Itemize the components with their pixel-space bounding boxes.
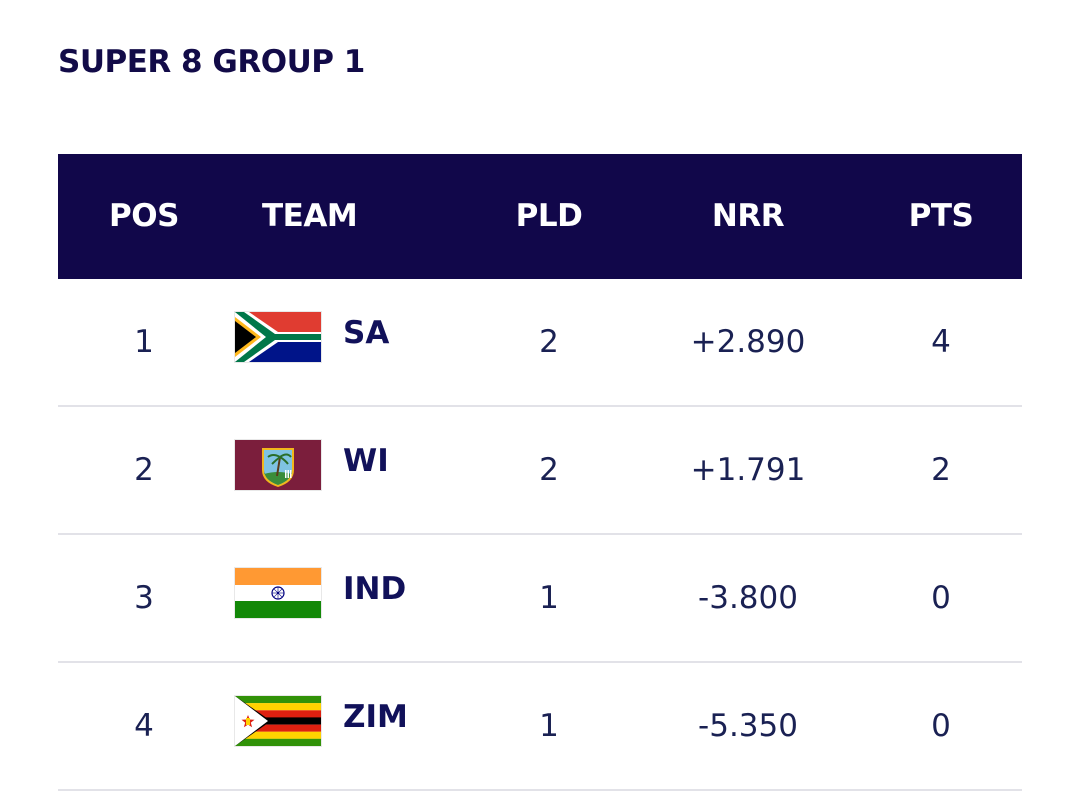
- column-header-pos[interactable]: POS: [109, 198, 179, 234]
- team-name: WI: [343, 443, 389, 479]
- position: 1: [134, 324, 154, 360]
- net-run-rate: +1.791: [690, 452, 806, 488]
- position: 2: [134, 452, 154, 488]
- played: 1: [539, 708, 559, 744]
- table-row-wi[interactable]: 2 WI 2 +1.791 2: [58, 407, 1022, 535]
- points: 0: [931, 708, 951, 744]
- team-name: ZIM: [343, 699, 408, 735]
- team-cell[interactable]: IND: [235, 568, 406, 618]
- team-name: SA: [343, 315, 390, 351]
- net-run-rate: -3.800: [698, 580, 798, 616]
- net-run-rate: -5.350: [698, 708, 798, 744]
- points: 2: [931, 452, 951, 488]
- net-run-rate: +2.890: [690, 324, 806, 360]
- table-row-sa[interactable]: 1 SA 2 +2.890 4: [58, 279, 1022, 407]
- points: 0: [931, 580, 951, 616]
- west-indies-flag-icon: [235, 440, 321, 490]
- india-flag-icon: [235, 568, 321, 618]
- team-name: IND: [343, 571, 407, 607]
- played: 2: [539, 324, 559, 360]
- column-header-team[interactable]: TEAM: [262, 198, 358, 234]
- position: 4: [134, 708, 154, 744]
- played: 1: [539, 580, 559, 616]
- table-row-zim[interactable]: 4 ZIM 1 -5.350 0: [58, 663, 1022, 791]
- team-cell[interactable]: WI: [235, 440, 389, 490]
- column-header-pld[interactable]: PLD: [515, 198, 583, 234]
- played: 2: [539, 452, 559, 488]
- south-africa-flag-icon: [235, 312, 321, 362]
- page-title: SUPER 8 GROUP 1: [58, 44, 365, 80]
- team-cell[interactable]: ZIM: [235, 696, 408, 746]
- table-row-ind[interactable]: 3 IND 1 -3.800 0: [58, 535, 1022, 663]
- column-header-nrr[interactable]: NRR: [711, 198, 785, 234]
- table-header: POS TEAM PLD NRR PTS: [58, 154, 1022, 279]
- column-header-pts[interactable]: PTS: [908, 198, 974, 234]
- standings-table: POS TEAM PLD NRR PTS 1 SA 2 +2.890 4 2: [58, 154, 1022, 791]
- zimbabwe-flag-icon: [235, 696, 321, 746]
- position: 3: [134, 580, 154, 616]
- points: 4: [931, 324, 951, 360]
- team-cell[interactable]: SA: [235, 312, 389, 362]
